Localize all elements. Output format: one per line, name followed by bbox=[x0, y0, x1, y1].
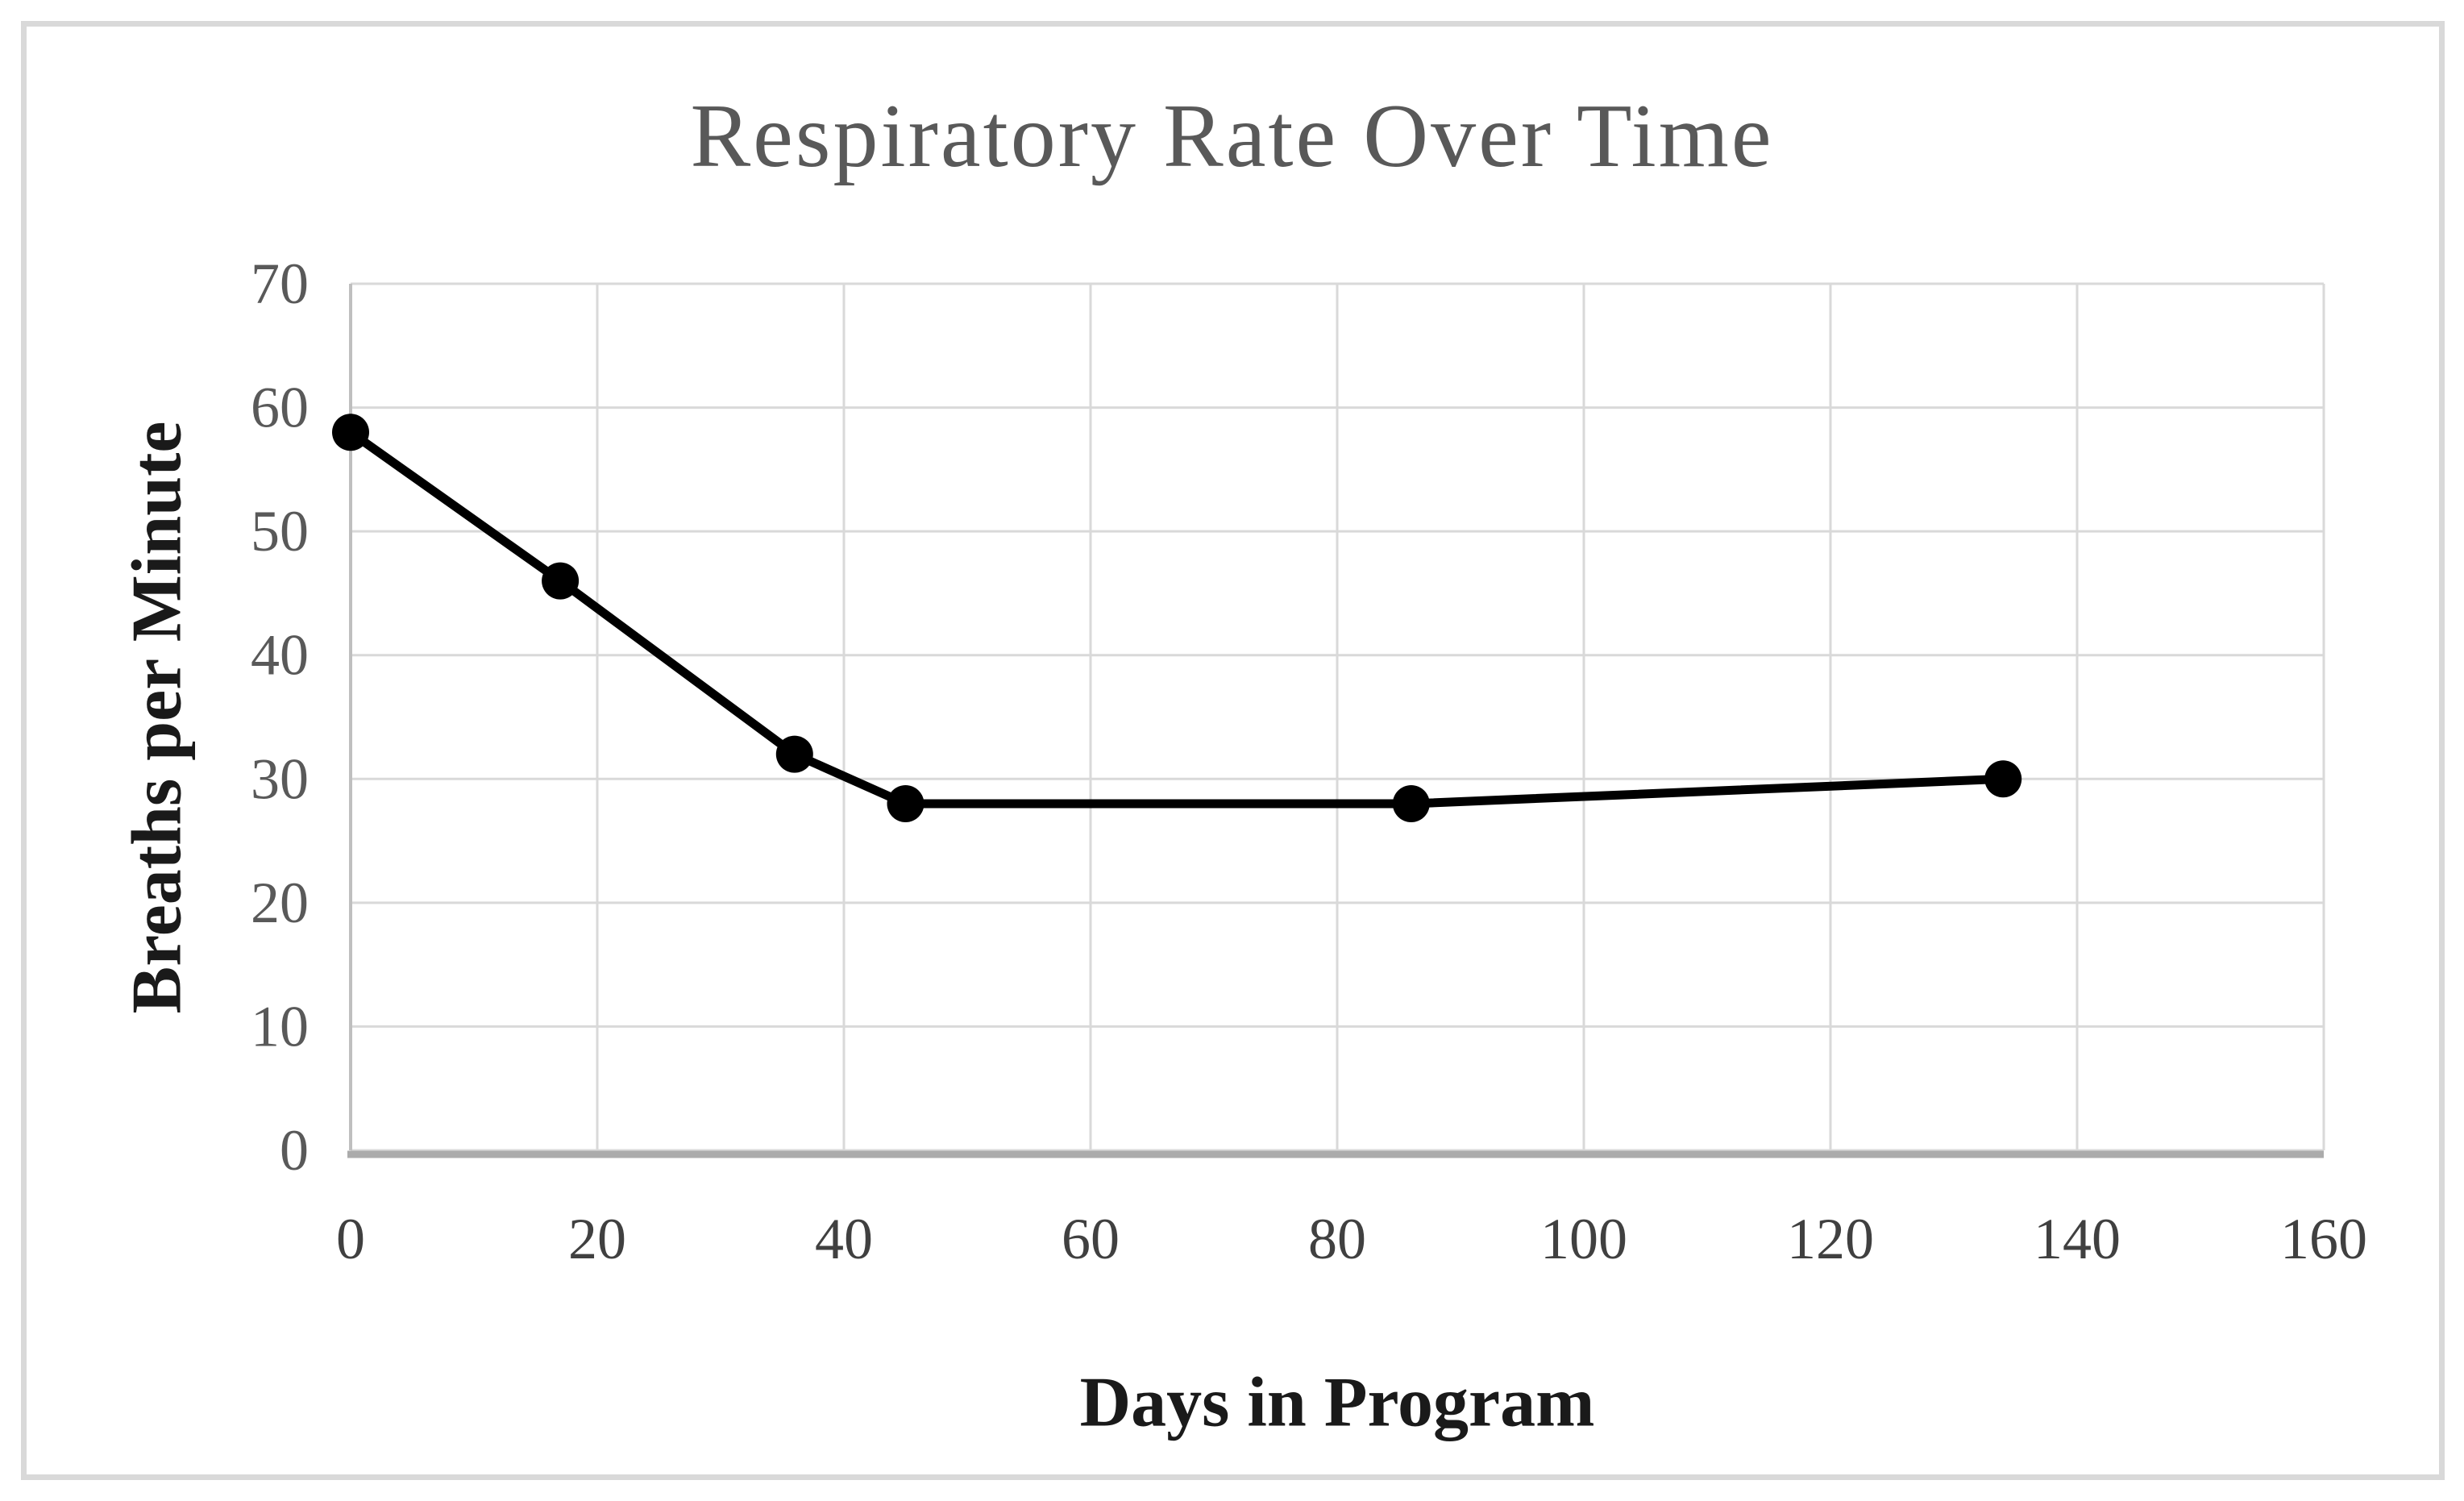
data-point-5 bbox=[1984, 760, 2022, 798]
x-tick-label-120: 120 bbox=[1787, 1207, 1874, 1271]
y-tick-label-70: 70 bbox=[251, 252, 309, 316]
series-line bbox=[346, 427, 2008, 809]
y-tick-label-50: 50 bbox=[251, 499, 309, 563]
y-tick-label-20: 20 bbox=[251, 871, 309, 935]
data-point-1 bbox=[542, 562, 580, 600]
figure-border bbox=[21, 21, 2445, 1480]
x-tick-label-80: 80 bbox=[1308, 1207, 1366, 1271]
y-tick-label-10: 10 bbox=[251, 994, 309, 1058]
chart-title: Respiratory Rate Over Time bbox=[690, 86, 1774, 186]
x-tick-label-160: 160 bbox=[2280, 1207, 2367, 1271]
x-tick-label-0: 0 bbox=[336, 1207, 365, 1271]
data-point-3 bbox=[887, 785, 925, 822]
y-tick-label-30: 30 bbox=[251, 746, 309, 811]
x-tick-label-40: 40 bbox=[815, 1207, 873, 1271]
x-tick-label-60: 60 bbox=[1062, 1207, 1120, 1271]
y-tick-label-40: 40 bbox=[251, 623, 309, 688]
x-tick-label-100: 100 bbox=[1540, 1207, 1627, 1271]
x-axis-title: Days in Program bbox=[1079, 1363, 1595, 1442]
y-tick-label-0: 0 bbox=[280, 1118, 309, 1183]
data-point-0 bbox=[332, 414, 369, 451]
x-tick-label-20: 20 bbox=[568, 1207, 626, 1271]
x-tick-label-140: 140 bbox=[2034, 1207, 2121, 1271]
y-tick-label-60: 60 bbox=[251, 376, 309, 440]
data-point-2 bbox=[775, 735, 813, 773]
data-point-4 bbox=[1392, 785, 1430, 822]
